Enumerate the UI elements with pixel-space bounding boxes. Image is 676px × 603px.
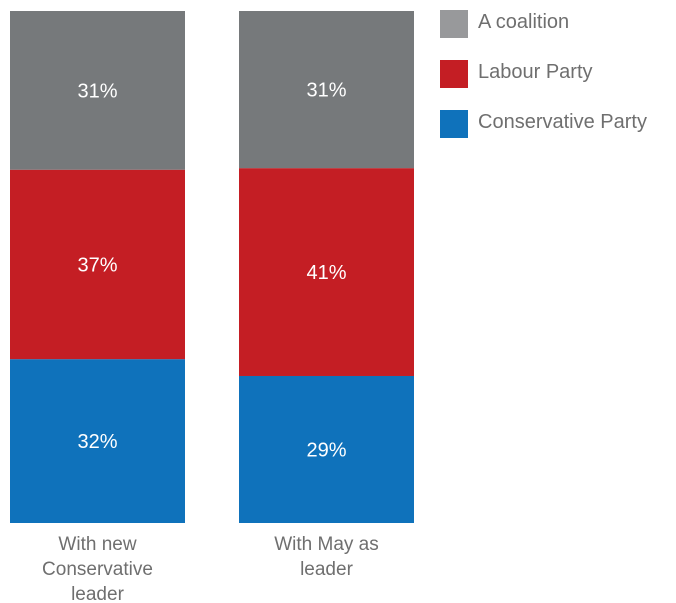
bar-segment-a-coalition-0: [10, 11, 185, 170]
data-label: 32%: [77, 431, 117, 453]
bar-segment-labour-party-1: [239, 168, 414, 376]
bar-segment-a-coalition-1: [239, 11, 414, 169]
category-label: Conservative: [42, 559, 153, 580]
category-label: With May as: [274, 534, 379, 555]
legend-swatch-coalition: [440, 10, 468, 38]
legend-swatch-labour: [440, 60, 468, 88]
category-label: leader: [71, 584, 124, 603]
data-label: 31%: [77, 80, 117, 102]
data-label: 37%: [77, 254, 117, 276]
legend-swatch-conservative: [440, 110, 468, 138]
bar-segment-labour-party-0: [10, 169, 185, 360]
legend-label-conservative: Conservative Party: [478, 111, 647, 133]
legend-label-labour: Labour Party: [478, 61, 593, 83]
category-label: With new: [58, 534, 136, 555]
data-label: 29%: [306, 439, 346, 461]
legend-label-coalition: A coalition: [478, 11, 570, 33]
data-label: 31%: [306, 80, 346, 102]
bar-segment-conservative-party-0: [10, 359, 185, 523]
bar-segment-conservative-party-1: [239, 375, 414, 523]
data-label: 41%: [306, 262, 346, 284]
category-label: leader: [300, 559, 353, 580]
